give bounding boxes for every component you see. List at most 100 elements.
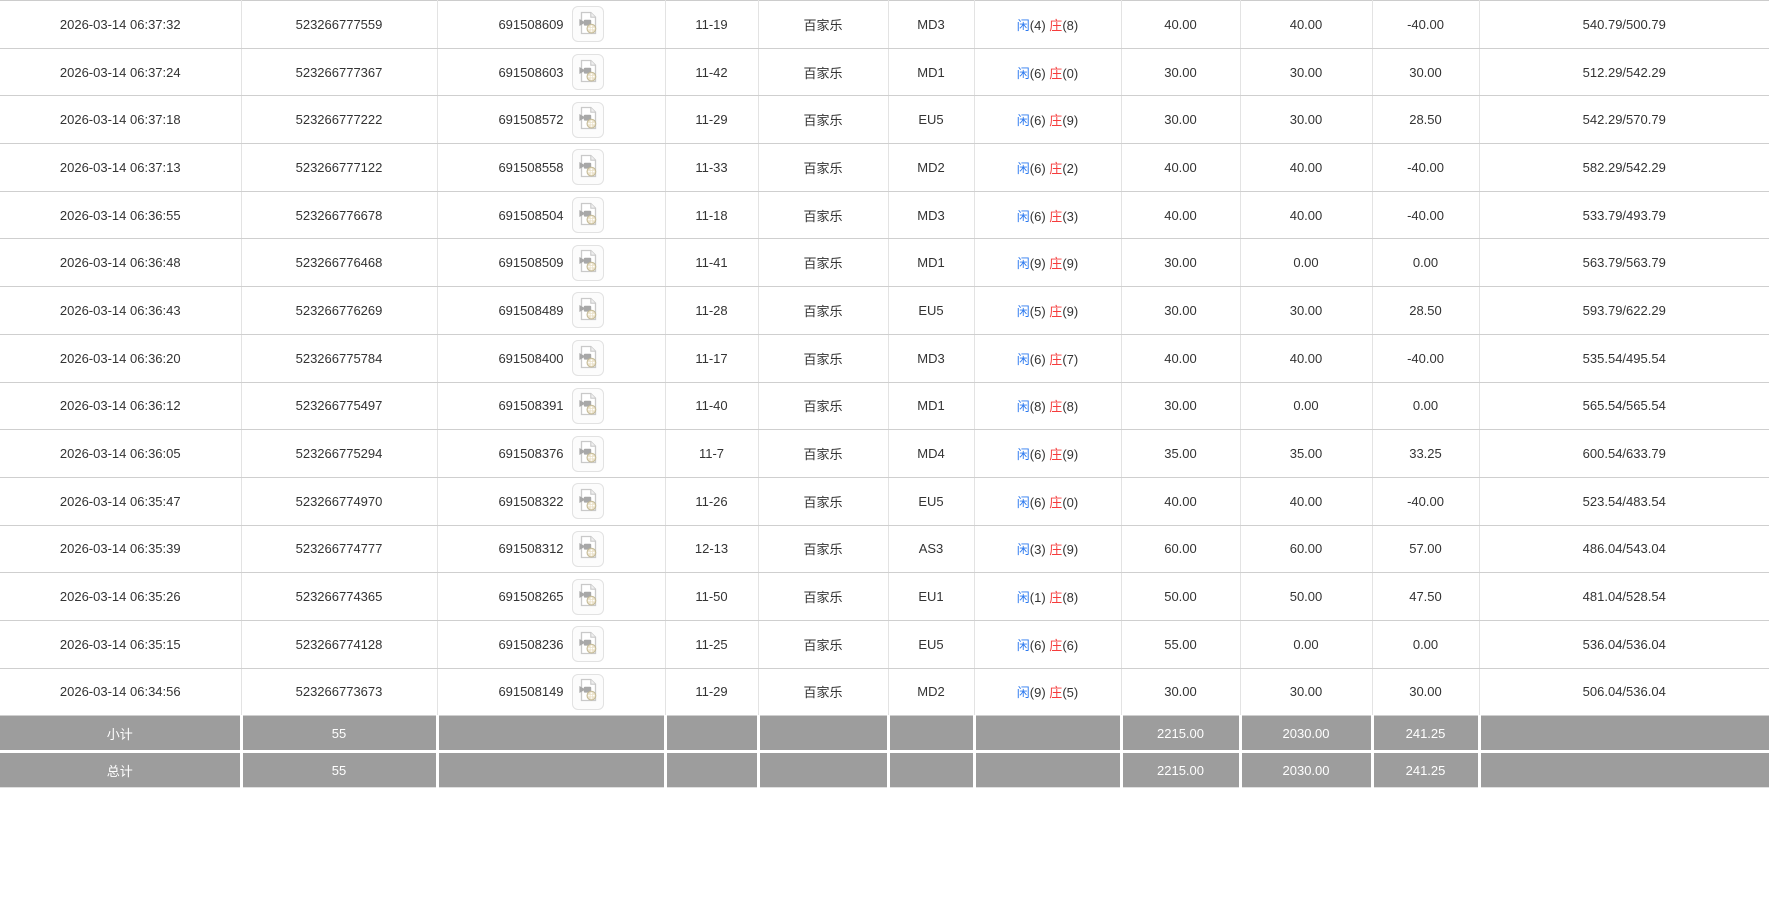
cell-balance: 481.04/528.54 bbox=[1479, 572, 1769, 621]
result-banker-score: (0) bbox=[1062, 494, 1079, 510]
round-id-wrap: 691508609 bbox=[498, 6, 604, 43]
result-banker-label: 庄 bbox=[1049, 351, 1063, 367]
video-replay-button[interactable] bbox=[571, 340, 604, 377]
video-replay-button[interactable] bbox=[571, 101, 604, 138]
video-replay-button[interactable] bbox=[571, 673, 604, 710]
cell-balance: 540.79/500.79 bbox=[1479, 0, 1769, 49]
cell-bet-id: 523266777367 bbox=[241, 48, 438, 97]
video-replay-icon bbox=[578, 631, 598, 658]
video-replay-button[interactable] bbox=[571, 197, 604, 234]
cell-game-type: 百家乐 bbox=[758, 572, 889, 621]
cell-bet-amount: 30.00 bbox=[1121, 668, 1241, 717]
cell-game-type: 百家乐 bbox=[758, 48, 889, 97]
footer-empty-game bbox=[758, 715, 890, 752]
result-banker-label: 庄 bbox=[1049, 542, 1063, 558]
cell-valid-bet: 60.00 bbox=[1240, 525, 1373, 574]
result-player-label: 闲 bbox=[1016, 399, 1030, 415]
video-replay-button[interactable] bbox=[571, 244, 604, 281]
cell-balance: 536.04/536.04 bbox=[1479, 620, 1769, 669]
cell-bet-time: 2026-03-14 06:37:24 bbox=[0, 48, 242, 97]
cell-win-loss: -40.00 bbox=[1372, 477, 1480, 526]
cell-bet-time: 2026-03-14 06:34:56 bbox=[0, 668, 242, 717]
cell-balance: 486.04/543.04 bbox=[1479, 525, 1769, 574]
cell-bet-time: 2026-03-14 06:35:26 bbox=[0, 572, 242, 621]
cell-game-type: 百家乐 bbox=[758, 620, 889, 669]
footer-empty-balance bbox=[1479, 750, 1769, 789]
result-player-label: 闲 bbox=[1016, 208, 1030, 224]
cell-round-id: 691508265 bbox=[437, 572, 666, 621]
cell-bet-id: 523266774777 bbox=[241, 525, 438, 574]
video-replay-button[interactable] bbox=[571, 292, 604, 329]
cell-table-code: EU5 bbox=[888, 95, 975, 145]
cell-table-code: MD3 bbox=[888, 191, 975, 240]
cell-game-type: 百家乐 bbox=[758, 143, 889, 192]
cell-game-type: 百家乐 bbox=[758, 191, 889, 240]
cell-table-code: MD1 bbox=[888, 48, 975, 97]
video-replay-button[interactable] bbox=[571, 6, 604, 43]
video-replay-button[interactable] bbox=[571, 387, 604, 424]
result-player-score: (4) bbox=[1029, 17, 1050, 33]
result-player-score: (8) bbox=[1029, 399, 1050, 415]
cell-shoe-round: 11-26 bbox=[665, 477, 759, 526]
cell-table-code: MD2 bbox=[888, 668, 975, 717]
table-row: 2026-03-14 06:36:55 523266776678 691508504… bbox=[0, 191, 1769, 240]
cell-balance: 593.79/622.29 bbox=[1479, 286, 1769, 335]
cell-shoe-round: 11-50 bbox=[665, 572, 759, 621]
table-row: 2026-03-14 06:35:39 523266774777 691508312… bbox=[0, 525, 1769, 574]
cell-round-id: 691508509 bbox=[437, 238, 666, 288]
result-player-label: 闲 bbox=[1016, 447, 1030, 463]
cell-bet-amount: 30.00 bbox=[1121, 382, 1241, 431]
cell-win-loss: -40.00 bbox=[1372, 191, 1480, 240]
video-replay-button[interactable] bbox=[571, 54, 604, 91]
footer-count: 55 bbox=[241, 750, 439, 789]
video-replay-button[interactable] bbox=[571, 530, 604, 567]
video-replay-button[interactable] bbox=[571, 483, 604, 520]
cell-shoe-round: 11-19 bbox=[665, 0, 759, 49]
footer-label: 小计 bbox=[0, 715, 243, 752]
cell-result: 闲(1) 庄(8) bbox=[974, 572, 1122, 621]
cell-table-code: MD3 bbox=[888, 0, 975, 49]
result-banker-label: 庄 bbox=[1049, 160, 1063, 176]
result-player-label: 闲 bbox=[1016, 494, 1030, 510]
cell-shoe-round: 11-29 bbox=[665, 95, 759, 145]
result-player-score: (9) bbox=[1029, 685, 1050, 701]
cell-bet-time: 2026-03-14 06:36:55 bbox=[0, 191, 242, 240]
video-replay-icon bbox=[578, 154, 598, 181]
cell-round-id: 691508400 bbox=[437, 334, 666, 383]
table-row: 2026-03-14 06:36:05 523266775294 691508376… bbox=[0, 429, 1769, 478]
cell-balance: 535.54/495.54 bbox=[1479, 334, 1769, 383]
round-id-wrap: 691508558 bbox=[498, 149, 604, 186]
cell-table-code: MD1 bbox=[888, 238, 975, 288]
cell-bet-amount: 60.00 bbox=[1121, 525, 1241, 574]
cell-valid-bet: 50.00 bbox=[1240, 572, 1373, 621]
result-player-score: (1) bbox=[1029, 590, 1050, 606]
result-player-label: 闲 bbox=[1016, 160, 1030, 176]
cell-bet-amount: 30.00 bbox=[1121, 48, 1241, 97]
result-banker-label: 庄 bbox=[1049, 447, 1063, 463]
cell-bet-id: 523266774128 bbox=[241, 620, 438, 669]
result-player-label: 闲 bbox=[1016, 542, 1030, 558]
table-row: 2026-03-14 06:36:43 523266776269 691508489… bbox=[0, 286, 1769, 335]
cell-bet-id: 523266775294 bbox=[241, 429, 438, 478]
result-player-label: 闲 bbox=[1016, 113, 1030, 129]
video-replay-button[interactable] bbox=[571, 626, 604, 663]
video-replay-button[interactable] bbox=[571, 149, 604, 186]
result-player-score: (6) bbox=[1029, 160, 1050, 176]
cell-round-id: 691508391 bbox=[437, 382, 666, 431]
video-replay-button[interactable] bbox=[571, 435, 604, 472]
video-replay-icon bbox=[578, 297, 598, 324]
cell-shoe-round: 11-40 bbox=[665, 382, 759, 431]
cell-result: 闲(6) 庄(3) bbox=[974, 191, 1122, 240]
cell-round-id: 691508322 bbox=[437, 477, 666, 526]
cell-result: 闲(9) 庄(5) bbox=[974, 668, 1122, 717]
video-replay-button[interactable] bbox=[571, 578, 604, 615]
round-id-wrap: 691508572 bbox=[498, 101, 604, 138]
cell-shoe-round: 11-17 bbox=[665, 334, 759, 383]
subtotal-row: 小计 55 2215.00 2030.00 241.25 bbox=[0, 715, 1769, 752]
result-player-label: 闲 bbox=[1016, 17, 1030, 33]
cell-bet-time: 2026-03-14 06:37:32 bbox=[0, 0, 242, 49]
result-player-score: (6) bbox=[1029, 351, 1050, 367]
round-id-text: 691508322 bbox=[498, 493, 564, 509]
video-replay-icon bbox=[578, 59, 598, 86]
cell-result: 闲(3) 庄(9) bbox=[974, 525, 1122, 574]
